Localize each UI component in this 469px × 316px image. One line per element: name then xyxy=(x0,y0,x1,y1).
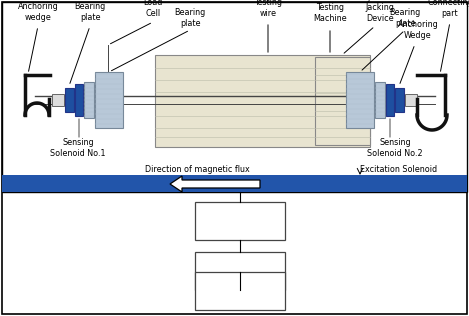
Text: Power
Supply: Power Supply xyxy=(225,211,256,231)
Text: Connecting
part: Connecting part xyxy=(427,0,469,18)
Text: Bearing
plate: Bearing plate xyxy=(174,8,205,28)
Bar xyxy=(155,55,370,147)
Bar xyxy=(395,88,404,112)
Bar xyxy=(195,272,285,310)
Text: Sensing
Solenoid No.1: Sensing Solenoid No.1 xyxy=(50,138,106,158)
Bar xyxy=(52,94,64,106)
Polygon shape xyxy=(170,176,260,192)
Bar xyxy=(2,175,467,192)
Bar xyxy=(386,84,394,116)
Text: Load
Cell: Load Cell xyxy=(144,0,163,18)
Text: Tensile
Testing
Machine: Tensile Testing Machine xyxy=(313,0,347,23)
Text: Anchoring
Wedge: Anchoring Wedge xyxy=(398,20,439,40)
Bar xyxy=(95,72,123,128)
Text: Hydraulic
Jacking
Device: Hydraulic Jacking Device xyxy=(361,0,399,23)
Text: Excitation Solenoid: Excitation Solenoid xyxy=(360,166,437,174)
Bar xyxy=(405,94,417,106)
Text: Direction of magnetic flux: Direction of magnetic flux xyxy=(145,166,250,174)
Bar xyxy=(2,2,467,192)
Bar xyxy=(346,72,374,128)
Text: Computer: Computer xyxy=(218,287,263,295)
Bar xyxy=(375,82,385,118)
Text: Bearing
plate: Bearing plate xyxy=(75,2,106,22)
Bar xyxy=(65,88,74,112)
Text: Anchoring
wedge: Anchoring wedge xyxy=(18,2,58,22)
Text: Data
Logger: Data Logger xyxy=(224,261,256,281)
Bar xyxy=(195,252,285,290)
Text: Testing
wire: Testing wire xyxy=(254,0,282,18)
Bar xyxy=(315,57,370,145)
Bar xyxy=(75,84,83,116)
Bar xyxy=(84,82,94,118)
Text: Bearing
plate: Bearing plate xyxy=(389,8,421,28)
Text: Sensing
Solenoid No.2: Sensing Solenoid No.2 xyxy=(367,138,423,158)
Bar xyxy=(195,202,285,240)
